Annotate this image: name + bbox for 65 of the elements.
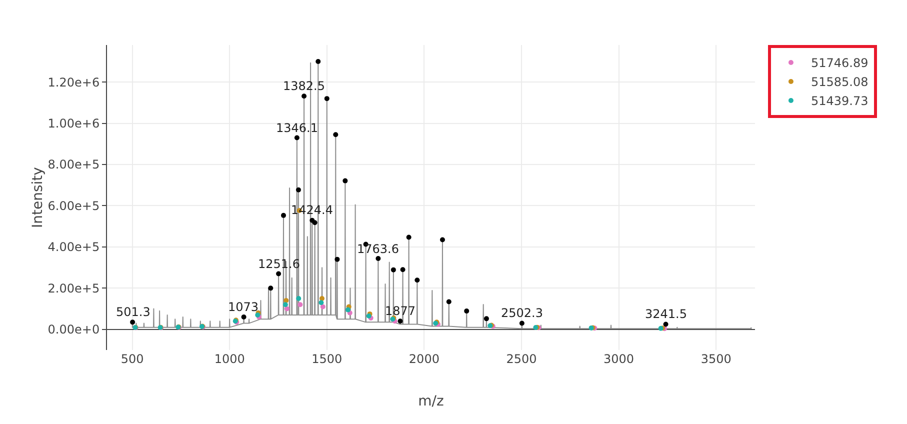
point	[268, 286, 274, 291]
annotation: 1251.6	[258, 257, 300, 271]
annotation: 1877	[385, 304, 416, 318]
x-tick-label: 500	[120, 352, 144, 366]
annotation: 3241.5	[645, 307, 687, 321]
x-tick-label: 1000	[214, 352, 245, 366]
point	[366, 314, 372, 318]
point	[130, 320, 136, 325]
point	[318, 300, 324, 306]
point	[284, 306, 290, 312]
point	[312, 220, 318, 226]
point	[342, 178, 348, 184]
annotation: 2502.3	[501, 306, 543, 320]
point	[390, 267, 396, 272]
point	[398, 318, 403, 324]
legend-label: 51585.08	[810, 75, 868, 90]
y-tick-label: 1.00e+6	[48, 116, 100, 131]
annotation: 501.3	[116, 305, 150, 319]
point	[484, 316, 489, 322]
point	[464, 308, 470, 314]
point	[241, 314, 246, 320]
y-tick-label: 0.00e+0	[48, 322, 100, 337]
point	[346, 307, 351, 312]
point	[320, 296, 325, 301]
point	[333, 132, 338, 138]
point	[663, 322, 668, 327]
annotation: 1424.4	[291, 203, 333, 217]
x-tick-label: 2000	[408, 352, 440, 366]
x-tick-label: 3000	[604, 352, 634, 366]
point	[302, 94, 307, 99]
y-tick-label: 6.00e+5	[48, 198, 100, 213]
x-tick-label: 1500	[312, 352, 342, 366]
point	[406, 234, 412, 240]
annotation: 1382.5	[283, 79, 325, 93]
y-tick-label: 2.00e+5	[48, 281, 100, 296]
point	[519, 320, 524, 326]
y-tick-label: 1.20e+6	[48, 75, 100, 90]
y-tick-label: 8.00e+5	[48, 158, 100, 172]
annotation: 1763.6	[357, 242, 399, 256]
point	[440, 237, 445, 242]
x-tick-label: 2500	[506, 352, 537, 366]
point	[446, 299, 452, 304]
y-tick-label: 4.00e+5	[48, 240, 100, 254]
y-axis-title: Intensity	[30, 167, 46, 228]
x-axis-title: m/z	[418, 393, 444, 410]
point	[414, 278, 420, 283]
point	[281, 212, 286, 218]
legend-label: 51439.73	[810, 94, 868, 108]
point	[282, 302, 288, 308]
point	[296, 187, 301, 192]
point	[320, 304, 326, 310]
point	[400, 267, 406, 272]
point	[284, 298, 289, 304]
point	[298, 302, 303, 308]
annotation: 1346.1	[276, 121, 318, 135]
point	[334, 256, 340, 262]
point	[324, 96, 330, 102]
legend-label: 51746.89	[810, 56, 868, 70]
x-tick-label: 3500	[700, 352, 732, 366]
point	[276, 271, 282, 276]
point	[294, 135, 300, 140]
annotation: 1073	[228, 300, 259, 314]
point	[376, 256, 381, 261]
point	[316, 58, 321, 64]
point	[296, 296, 302, 301]
